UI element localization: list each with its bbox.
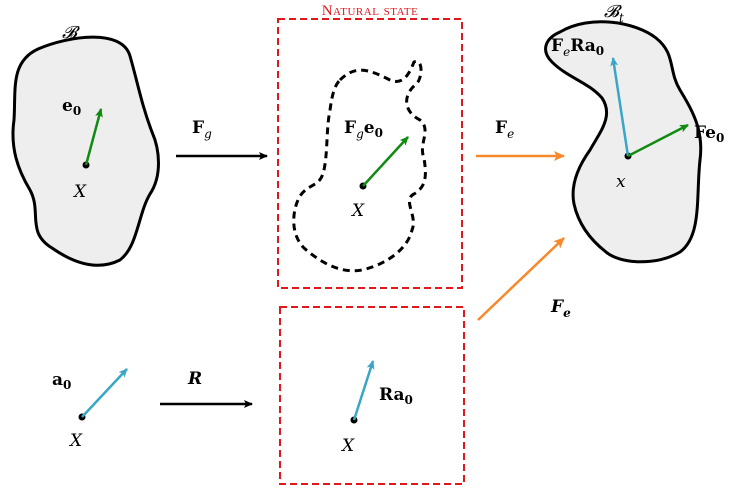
label-Fge0: Fge0: [344, 118, 383, 141]
vector-a0: [81, 368, 128, 418]
label-Fe0: Fe0: [694, 123, 724, 145]
intermediate-body-shape: [292, 60, 427, 273]
current-body-shape: [544, 20, 703, 264]
label-R-arrow: R: [187, 369, 202, 389]
rotated-state-box: [279, 306, 465, 485]
label-X-a0: X: [68, 431, 83, 451]
vector-Ra0: [352, 360, 375, 421]
current-body-label: 𝓑t: [604, 2, 624, 25]
label-e0: e0: [62, 96, 81, 118]
natural-state-title: Natural state: [322, 3, 419, 19]
vector-e0: [84, 108, 103, 166]
natural-state-box: [277, 18, 463, 289]
label-FeRa0: FeRa0: [551, 36, 604, 59]
reference-body-shape: [11, 35, 160, 267]
arrow-Fe-lower: [477, 237, 565, 321]
label-Fe-lower: Fe: [550, 297, 571, 320]
label-X-Ra0: X: [340, 436, 355, 456]
label-X-reference: X: [72, 182, 87, 202]
label-Fe-upper: Fe: [495, 118, 514, 141]
label-Fg-arrow: Fg: [192, 118, 212, 141]
label-Ra0: Ra0: [379, 385, 413, 407]
vector-Fe0: [627, 123, 689, 158]
reference-body-label: 𝓑: [62, 23, 80, 43]
label-a0: a0: [52, 370, 71, 392]
label-x-current: x: [616, 172, 626, 192]
label-X-natural: X: [350, 201, 365, 221]
vector-Fge0: [362, 136, 409, 187]
vector-FeRa0: [610, 57, 630, 157]
